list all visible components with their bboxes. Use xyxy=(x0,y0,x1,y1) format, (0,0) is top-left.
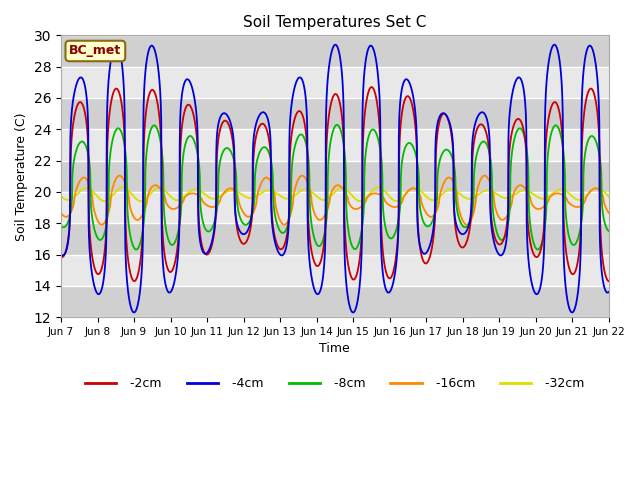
X-axis label: Time: Time xyxy=(319,342,350,356)
Text: BC_met: BC_met xyxy=(69,45,122,58)
Legend:  -2cm,  -4cm,  -8cm,  -16cm,  -32cm: -2cm, -4cm, -8cm, -16cm, -32cm xyxy=(80,372,589,396)
Bar xyxy=(61,223,609,254)
Bar xyxy=(61,36,609,67)
Bar xyxy=(61,286,609,317)
Title: Soil Temperatures Set C: Soil Temperatures Set C xyxy=(243,15,426,30)
Bar xyxy=(61,161,609,192)
Y-axis label: Soil Temperature (C): Soil Temperature (C) xyxy=(15,112,28,240)
Bar xyxy=(61,98,609,129)
